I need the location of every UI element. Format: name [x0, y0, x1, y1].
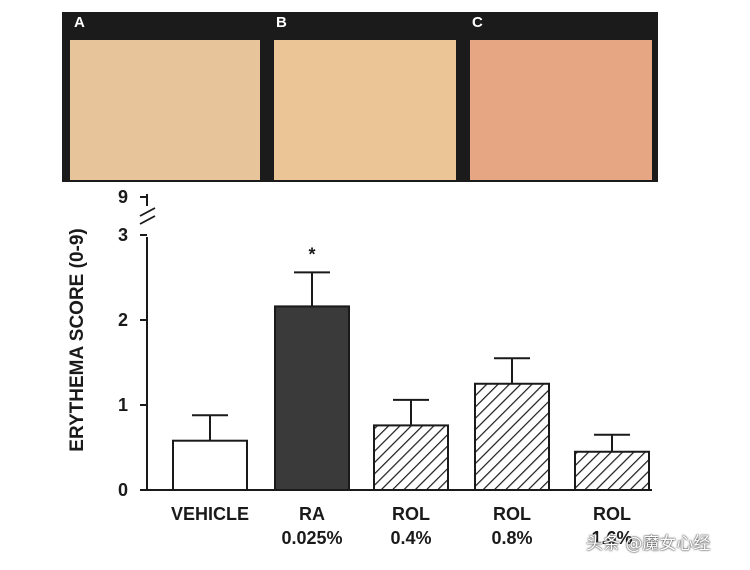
bar [172, 439, 248, 492]
panel-label-b: B [276, 14, 287, 31]
x-category-label: ROL [493, 504, 531, 524]
bar [373, 424, 449, 491]
x-category-label: VEHICLE [171, 504, 249, 524]
chart-bars [172, 271, 650, 492]
bar [274, 305, 350, 492]
photo-panel-b: B [274, 14, 456, 180]
panel-label-c: C [472, 14, 483, 31]
x-category-sublabel: 0.8% [491, 528, 532, 548]
y-axis-title: ERYTHEMA SCORE (0-9) [67, 228, 88, 451]
bar [474, 382, 550, 491]
x-category-label: ROL [392, 504, 430, 524]
photo-panel-c: C [470, 14, 652, 180]
axis-break-mark [139, 215, 156, 225]
photo-panel-strip: A B C [62, 12, 658, 182]
erythema-bar-chart: 0 1 2 3 9 ERYTHEMA SCORE (0-9) VEHICLE RA 0.025%… [67, 187, 652, 548]
x-category-label: ROL [593, 504, 631, 524]
y-tick-label: 2 [118, 310, 128, 330]
x-category-label: RA [299, 504, 325, 524]
x-category-sublabel: 0.4% [390, 528, 431, 548]
axis-break-mark [139, 207, 156, 217]
x-category-sublabel: 0.025% [281, 528, 342, 548]
y-tick-label: 0 [118, 480, 128, 500]
bar [574, 450, 650, 491]
x-category-sublabel: 1.6% [591, 528, 632, 548]
chart-labels: 0 1 2 3 9 ERYTHEMA SCORE (0-9) VEHICLE RA 0.025%… [67, 187, 633, 548]
y-tick-label: 3 [118, 225, 128, 245]
significance-marker: * [308, 244, 315, 264]
y-tick-label: 9 [118, 187, 128, 207]
watermark-text: 头条 @魔女心经 [586, 534, 711, 554]
photo-panel-a: A [70, 14, 260, 180]
y-tick-label: 1 [118, 395, 128, 415]
panel-label-a: A [74, 14, 85, 31]
